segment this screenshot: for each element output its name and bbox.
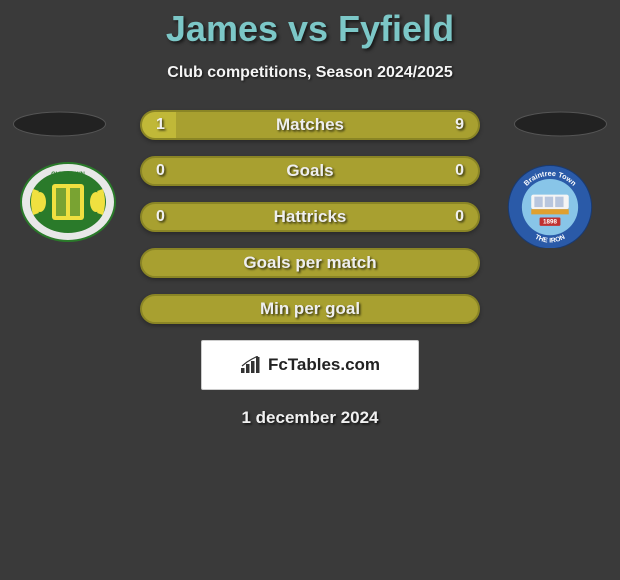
player-oval-right — [513, 110, 608, 138]
stat-bar-matches: 1 Matches 9 — [140, 110, 480, 140]
stat-label: Goals per match — [142, 250, 478, 276]
player-oval-left — [12, 110, 107, 138]
subtitle: Club competitions, Season 2024/2025 — [0, 64, 620, 82]
stat-bar-hattricks: 0 Hattricks 0 — [140, 202, 480, 232]
date-label: 1 december 2024 — [0, 408, 620, 428]
club-badge-left: OVIL TOWN — [20, 162, 116, 247]
site-logo: FcTables.com — [201, 340, 419, 390]
svg-text:1898: 1898 — [543, 219, 557, 226]
stat-right-value — [450, 250, 478, 276]
bar-chart-icon — [240, 356, 262, 374]
stat-right-value: 9 — [441, 112, 478, 138]
stat-right-value — [450, 296, 478, 322]
stat-right-value: 0 — [441, 158, 478, 184]
stat-bar-goals: 0 Goals 0 — [140, 156, 480, 186]
stat-bar-min-per-goal: Min per goal — [140, 294, 480, 324]
page-title: James vs Fyfield — [0, 8, 620, 50]
stat-bars: 1 Matches 9 0 Goals 0 0 Hattricks 0 Goal… — [140, 110, 480, 324]
club-badge-right: 1898 Braintree Town THE IRON — [500, 162, 600, 253]
stat-right-value: 0 — [441, 204, 478, 230]
main-layout: OVIL TOWN 1898 Braintree Town THE IRON — [0, 110, 620, 428]
stat-bar-goals-per-match: Goals per match — [140, 248, 480, 278]
stat-label: Goals — [142, 158, 478, 184]
stat-label: Min per goal — [142, 296, 478, 322]
logo-text: FcTables.com — [268, 355, 380, 375]
comparison-card: James vs Fyfield Club competitions, Seas… — [0, 0, 620, 580]
stat-label: Hattricks — [142, 204, 478, 230]
stat-label: Matches — [142, 112, 478, 138]
svg-text:OVIL TOWN: OVIL TOWN — [51, 172, 85, 178]
